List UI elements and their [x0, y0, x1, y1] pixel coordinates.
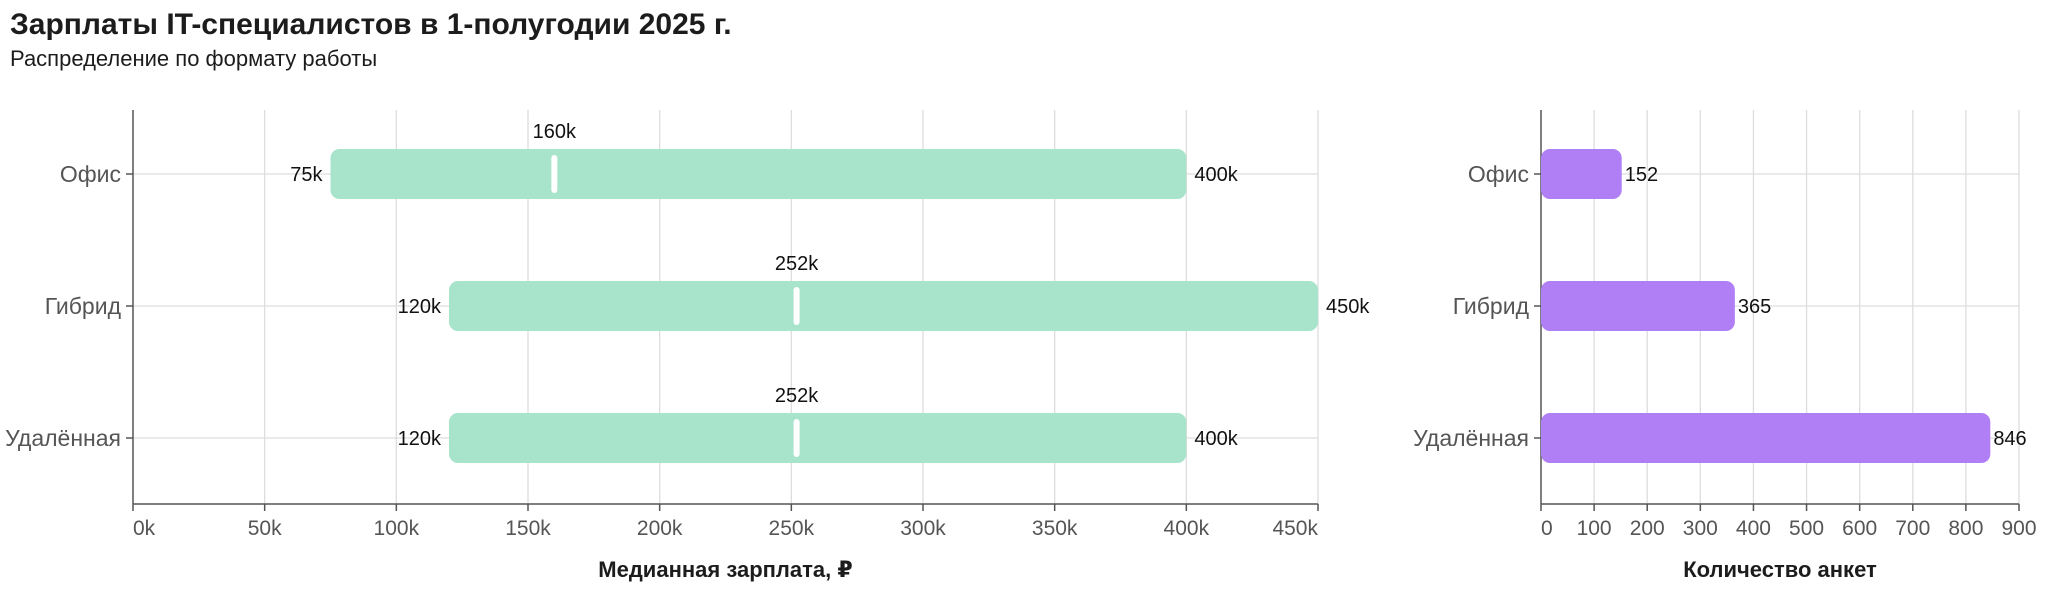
count-x-tick-label: 600 [1842, 517, 1877, 540]
salary-range-panel: 0k 50k 100k 150k 200k 250k 300k 350k 400k 450k Офи… [5, 110, 1370, 582]
median-marker-hybrid [793, 287, 800, 325]
chart-title: Зарплаты IT-специалистов в 1-полугодии 2… [10, 8, 732, 41]
count-x-tick-label: 0 [1541, 517, 1553, 540]
min-label-hybrid: 120k [398, 296, 442, 318]
count-category-label-office: Офис [1468, 161, 1529, 187]
salary-x-tick-label: 350k [1032, 517, 1078, 540]
count-label-remote: 846 [1993, 428, 2026, 450]
salary-x-tick-label: 0k [133, 517, 156, 540]
salary-category-label-office: Офис [60, 161, 121, 187]
response-count-panel: 0 100 200 300 400 500 600 700 800 900 Офис Гибрид Уд… [1413, 110, 2037, 582]
max-label-office: 400k [1194, 164, 1238, 186]
salary-x-tick-label: 450k [1272, 517, 1318, 540]
count-category-label-remote: Удалённая [1413, 425, 1529, 451]
count-x-axis-title: Количество анкет [1683, 557, 1877, 582]
median-label-hybrid: 252k [775, 253, 819, 275]
count-x-tick-label: 700 [1895, 517, 1930, 540]
salary-x-tick-label: 200k [637, 517, 683, 540]
min-label-remote: 120k [398, 428, 442, 450]
min-label-office: 75k [290, 164, 323, 186]
count-x-tick-label: 500 [1789, 517, 1824, 540]
count-x-tick-label: 200 [1630, 517, 1665, 540]
median-label-office: 160k [533, 121, 577, 143]
salary-x-tick-label: 300k [900, 517, 946, 540]
salary-category-label-hybrid: Гибрид [45, 293, 122, 319]
salary-x-axis-title: Медианная зарплата, ₽ [598, 557, 852, 582]
count-bar-office [1541, 149, 1622, 199]
count-x-tick-label: 300 [1683, 517, 1718, 540]
salary-range-bar-office [330, 149, 1187, 199]
median-marker-office [551, 155, 558, 193]
salary-x-tick-label: 100k [374, 517, 420, 540]
count-x-tick-label: 800 [1948, 517, 1983, 540]
count-bar-hybrid [1541, 281, 1735, 331]
salary-x-tick-label: 400k [1164, 517, 1210, 540]
max-label-hybrid: 450k [1326, 296, 1370, 318]
median-label-remote: 252k [775, 385, 819, 407]
count-x-tick-label: 400 [1736, 517, 1771, 540]
max-label-remote: 400k [1194, 428, 1238, 450]
count-category-label-hybrid: Гибрид [1453, 293, 1530, 319]
chart-subtitle: Распределение по формату работы [10, 46, 378, 71]
salary-x-tick-label: 150k [505, 517, 551, 540]
count-bar-remote [1541, 413, 1991, 463]
count-label-hybrid: 365 [1738, 296, 1771, 318]
median-marker-remote [793, 419, 800, 457]
salary-x-tick-label: 50k [248, 517, 282, 540]
salary-category-label-remote: Удалённая [5, 425, 121, 451]
salary-range-bar-hybrid [449, 281, 1318, 331]
count-x-tick-label: 100 [1577, 517, 1612, 540]
count-label-office: 152 [1625, 164, 1658, 186]
count-x-tick-label: 900 [2001, 517, 2036, 540]
salary-range-bar-remote [449, 413, 1187, 463]
salary-x-tick-label: 250k [769, 517, 815, 540]
